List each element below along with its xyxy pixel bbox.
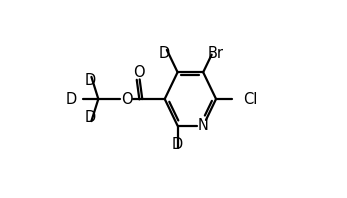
- Text: D: D: [84, 110, 95, 125]
- Text: D: D: [84, 73, 95, 88]
- Text: Br: Br: [208, 46, 224, 61]
- Text: D: D: [159, 46, 170, 61]
- Text: D: D: [66, 91, 77, 107]
- Text: Cl: Cl: [243, 91, 257, 107]
- Text: O: O: [121, 91, 133, 107]
- Text: D: D: [172, 137, 183, 152]
- Text: O: O: [133, 65, 145, 80]
- Text: N: N: [198, 118, 209, 133]
